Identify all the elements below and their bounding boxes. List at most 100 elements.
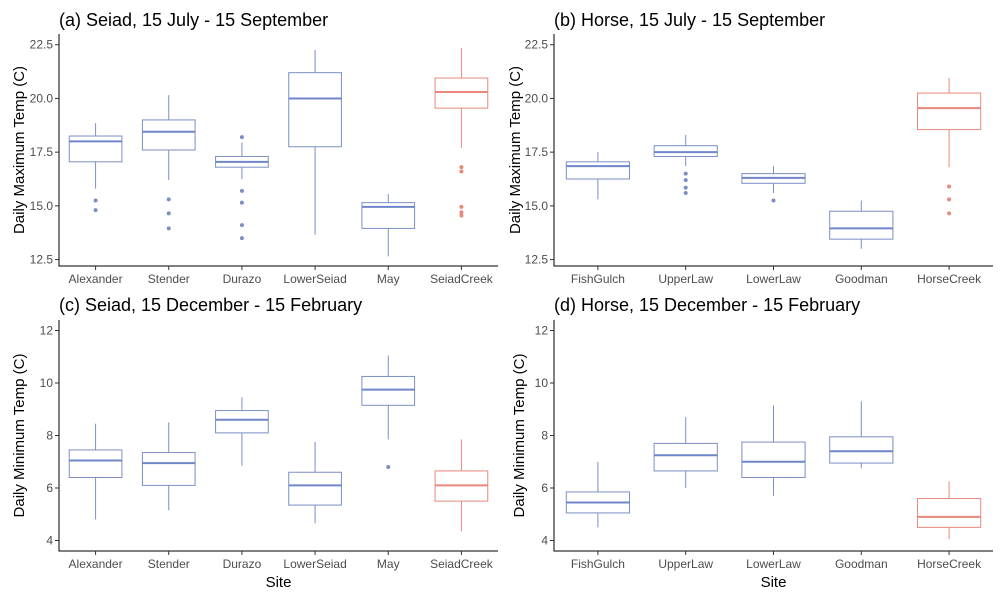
box-Durazo: [215, 135, 269, 241]
outlier-point: [771, 198, 776, 203]
x-tick-label: Durazo: [223, 272, 262, 286]
y-tick-label: 20.0: [30, 91, 54, 105]
y-tick-label: 22.5: [30, 38, 54, 52]
iqr-box: [741, 441, 806, 478]
x-tick-label: LowerSeiad: [283, 557, 346, 571]
y-tick-label: 4: [541, 534, 548, 548]
outlier-point: [239, 200, 244, 205]
x-tick-label: UpperLaw: [658, 557, 713, 571]
outlier-point: [166, 211, 171, 216]
outlier-point: [239, 223, 244, 228]
y-tick-label: 17.5: [30, 145, 54, 159]
box-UpperLaw: [653, 134, 718, 195]
y-tick-label: 8: [541, 429, 548, 443]
outlier-point: [683, 185, 688, 190]
outlier-point: [239, 236, 244, 241]
panel-3: (d) Horse, 15 December - 15 February Dail…: [511, 295, 993, 591]
x-tick-label: FishGulch: [571, 557, 625, 571]
outlier-point: [947, 211, 952, 216]
x-tick-label: LowerSeiad: [283, 272, 346, 286]
y-tick-label: 12.5: [30, 253, 54, 267]
box-SeiadCreek: [434, 439, 489, 532]
box-UpperLaw: [653, 417, 718, 488]
x-tick-label: Stender: [148, 557, 190, 571]
y-axis-label: Daily Maximum Temp (C): [507, 66, 524, 234]
x-tick-label: UpperLaw: [658, 272, 713, 286]
y-axis-label: Daily Minimum Temp (C): [511, 354, 528, 518]
iqr-box: [916, 92, 982, 131]
x-tick-label: LowerLaw: [746, 272, 801, 286]
iqr-box: [141, 452, 196, 486]
x-tick-label: FishGulch: [571, 272, 625, 286]
outlier-point: [459, 204, 464, 209]
outlier-point: [683, 171, 688, 176]
iqr-box: [141, 119, 196, 151]
iqr-box: [829, 210, 894, 240]
y-tick-label: 10: [40, 376, 54, 390]
box-May: [361, 355, 416, 469]
x-tick-label: May: [377, 272, 400, 286]
outlier-point: [683, 178, 688, 183]
x-tick-label: SeiadCreek: [430, 272, 494, 286]
x-tick-label: Goodman: [835, 272, 888, 286]
outlier-point: [459, 213, 464, 218]
outlier-point: [93, 198, 98, 203]
y-tick-label: 6: [541, 481, 548, 495]
box-Stender: [141, 95, 196, 231]
panel-title: (c) Seiad, 15 December - 15 February: [59, 295, 362, 315]
y-tick-label: 17.5: [525, 145, 549, 159]
x-tick-label: HorseCreek: [917, 557, 982, 571]
iqr-box: [68, 135, 123, 163]
y-tick-label: 12.5: [525, 253, 549, 267]
x-tick-label: Stender: [148, 272, 190, 286]
iqr-box: [916, 498, 982, 528]
box-HorseCreek: [916, 78, 982, 216]
box-Alexander: [68, 423, 123, 520]
box-SeiadCreek: [434, 47, 489, 218]
outlier-point: [947, 197, 952, 202]
outlier-point: [166, 226, 171, 231]
box-LowerLaw: [741, 166, 806, 203]
outlier-point: [459, 165, 464, 170]
outlier-point: [459, 169, 464, 174]
y-tick-label: 15.0: [30, 199, 54, 213]
box-LowerSeiad: [288, 442, 342, 524]
y-tick-label: 20.0: [525, 91, 549, 105]
iqr-box: [68, 449, 123, 478]
x-tick-label: Goodman: [835, 557, 888, 571]
iqr-box: [829, 436, 894, 464]
y-tick-label: 15.0: [525, 199, 549, 213]
panel-title: (a) Seiad, 15 July - 15 September: [59, 10, 328, 30]
outlier-point: [459, 210, 464, 215]
panel-title: (b) Horse, 15 July - 15 September: [554, 10, 825, 30]
y-tick-label: 10: [535, 376, 549, 390]
y-tick-label: 12: [40, 324, 54, 338]
x-tick-label: Alexander: [69, 272, 123, 286]
box-Durazo: [215, 397, 269, 466]
panel-title: (d) Horse, 15 December - 15 February: [554, 295, 860, 315]
x-tick-label: LowerLaw: [746, 557, 801, 571]
box-LowerSeiad: [288, 50, 342, 235]
y-tick-label: 4: [46, 534, 53, 548]
x-tick-label: SeiadCreek: [430, 557, 494, 571]
box-Goodman: [829, 200, 894, 249]
outlier-point: [93, 208, 98, 213]
outlier-point: [166, 197, 171, 202]
box-Alexander: [68, 123, 123, 213]
outlier-point: [239, 188, 244, 193]
y-axis-label: Daily Minimum Temp (C): [11, 354, 28, 518]
iqr-box: [434, 77, 489, 109]
x-tick-label: Durazo: [223, 557, 262, 571]
box-FishGulch: [565, 152, 631, 200]
iqr-box: [653, 442, 718, 472]
y-tick-label: 6: [46, 481, 53, 495]
outlier-point: [683, 190, 688, 195]
box-LowerLaw: [741, 405, 806, 496]
panel-2: (c) Seiad, 15 December - 15 February Dail…: [11, 295, 498, 591]
outlier-point: [947, 184, 952, 189]
y-axis-label: Daily Maximum Temp (C): [11, 66, 28, 234]
box-FishGulch: [565, 461, 631, 528]
y-tick-label: 22.5: [525, 38, 549, 52]
outlier-point: [386, 465, 391, 469]
